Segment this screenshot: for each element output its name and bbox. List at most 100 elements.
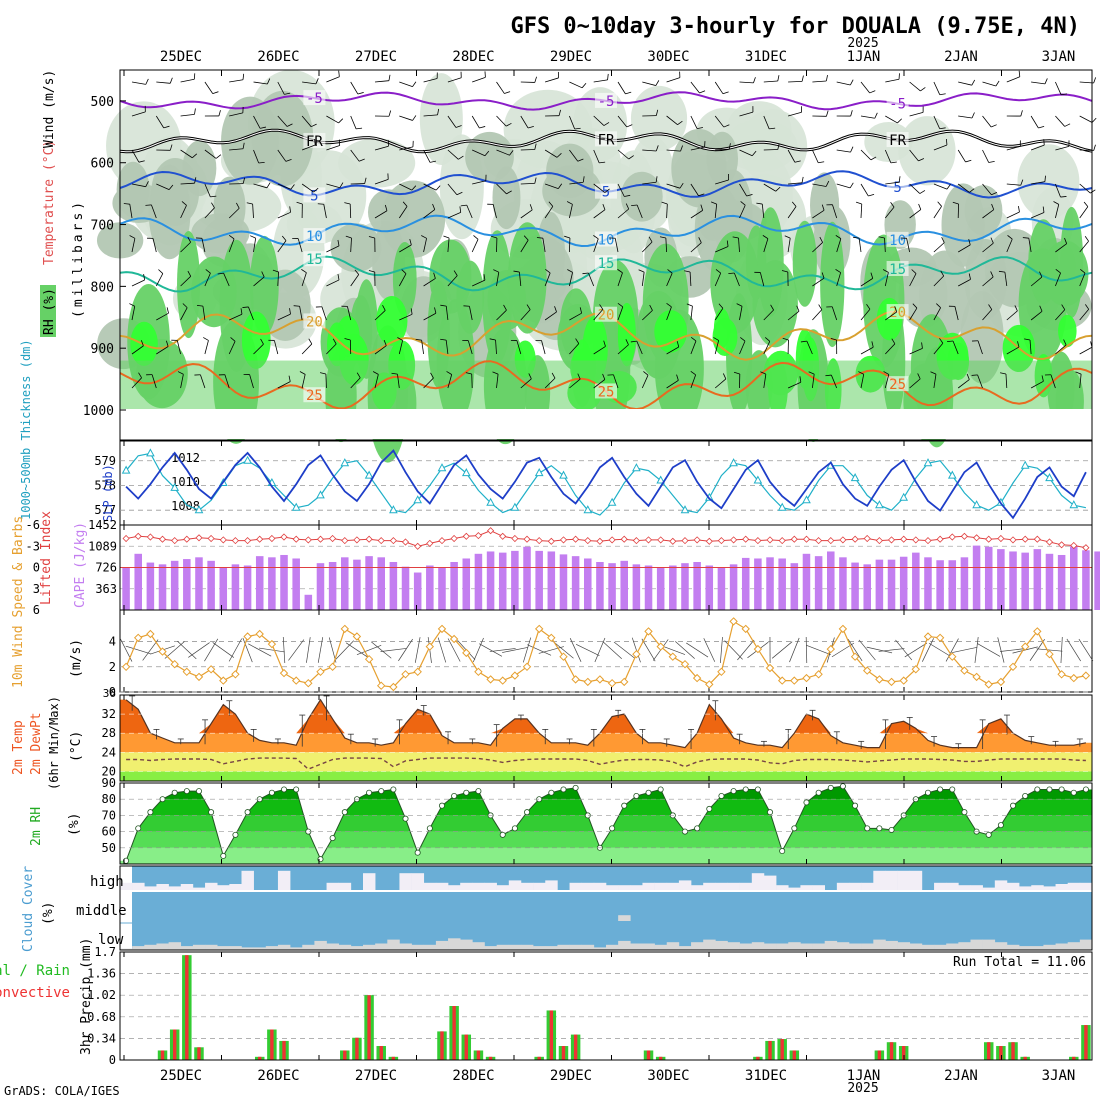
cape-bar (280, 554, 288, 610)
wind-barb (918, 203, 922, 210)
cloud-high-gap (788, 887, 801, 890)
li-marker (730, 536, 738, 544)
wind-barb (860, 81, 871, 94)
wind-barb (1044, 175, 1046, 182)
wind-barb (284, 92, 291, 95)
cape-bar (863, 564, 871, 610)
isotherm-label-bg (303, 90, 326, 106)
wind-barb (423, 278, 436, 287)
li-marker (997, 534, 1005, 543)
wind-barb (180, 182, 195, 185)
cloud-high-gap (593, 882, 607, 890)
wind-barb (884, 238, 886, 253)
wind-marker (121, 662, 131, 672)
wind-marker (413, 667, 422, 677)
rh-bands (120, 786, 1092, 864)
wind-barb (445, 340, 449, 355)
cape-bar (620, 560, 628, 610)
panel-frame (119, 951, 1093, 1061)
wind-barb (666, 346, 679, 355)
wind-barb (715, 148, 730, 151)
wind-barb (326, 343, 337, 355)
wind-barb (676, 374, 679, 381)
wind-barb (421, 340, 424, 355)
wind-barb (714, 204, 718, 219)
wind-barb (459, 206, 462, 213)
wind-barb (1093, 144, 1096, 151)
rh-marker (475, 788, 482, 795)
wind-barb (801, 176, 804, 183)
cloud-low-bar (314, 940, 327, 950)
wind-barb (1029, 340, 1032, 355)
li-marker (572, 535, 580, 543)
wind-barb (715, 179, 729, 185)
precip-convective-bar (901, 1046, 906, 1060)
wind-barb (1055, 204, 1060, 219)
wind-marker (401, 670, 410, 679)
wind-barb (812, 374, 815, 389)
wind-barb (306, 637, 311, 663)
cloud-high-gap (411, 873, 425, 890)
wind-barb (641, 272, 645, 287)
wind-barb (941, 237, 945, 243)
wind-barb (666, 149, 681, 152)
precip-convective-label: Convective (0, 985, 70, 1001)
y-tick-label: 600 (91, 157, 114, 172)
y-tick-label: 726 (95, 561, 117, 575)
y-tick-label: 1.36 (87, 967, 116, 981)
y-tick-label: 28 (102, 726, 116, 740)
wind-barb (787, 206, 797, 219)
cape-bar (875, 559, 884, 610)
wind-barb (648, 236, 653, 243)
wind-barb (372, 371, 379, 375)
wind-barb (391, 372, 398, 375)
wind-barb (204, 207, 215, 219)
li-tick-label: -6 (26, 518, 40, 532)
wind-barb (906, 238, 910, 253)
wind-barb (860, 149, 872, 161)
wind-marker (158, 647, 167, 656)
wind-barb (990, 237, 994, 244)
wind10m-unit: (m/s) (69, 639, 84, 678)
wind-marker (522, 662, 532, 672)
cape-bar (170, 560, 179, 610)
wind-barb (180, 276, 192, 287)
wind-barb (496, 149, 510, 156)
wind-barb (665, 237, 667, 253)
wind-barb (399, 115, 413, 121)
li-marker (1021, 535, 1029, 543)
wind-barb (423, 183, 437, 191)
wind-barb (710, 201, 717, 205)
cloud-high-gap (654, 882, 668, 890)
rh-marker (329, 835, 336, 842)
li-marker (960, 532, 968, 540)
page-title: GFS 0~10day 3-hourly for DOUALA (9.75E, … (510, 14, 1080, 39)
precip-convective-bar (343, 1050, 347, 1060)
cloud-high-gap (715, 882, 728, 890)
rh-marker (1022, 792, 1029, 799)
li-tick-label: 6 (33, 603, 40, 617)
wind-marker (1020, 642, 1030, 651)
cape-bar (341, 557, 349, 610)
precip-convective-bar (780, 1039, 784, 1060)
y-tick-label: 50 (102, 841, 116, 855)
precip-convective-bar (987, 1042, 991, 1060)
panel-frame (119, 782, 1093, 865)
wind-barb (722, 91, 729, 95)
rh-marker (815, 789, 822, 796)
wind-barb (534, 177, 537, 184)
wind-barb (544, 272, 551, 287)
wind-barb (1061, 93, 1068, 96)
wind-barb (821, 272, 825, 279)
wind-barb (332, 338, 337, 345)
li-marker (268, 534, 276, 543)
cape-bar (183, 559, 191, 610)
cloud-level-low: low (98, 932, 124, 948)
cloud-low-bar (1006, 944, 1020, 950)
rh-marker (499, 831, 506, 838)
wind-barb (437, 108, 440, 115)
wind-barb (836, 183, 851, 189)
wind-barb (542, 238, 546, 253)
wind-barb (1038, 125, 1045, 129)
wind-barb (1055, 146, 1070, 151)
